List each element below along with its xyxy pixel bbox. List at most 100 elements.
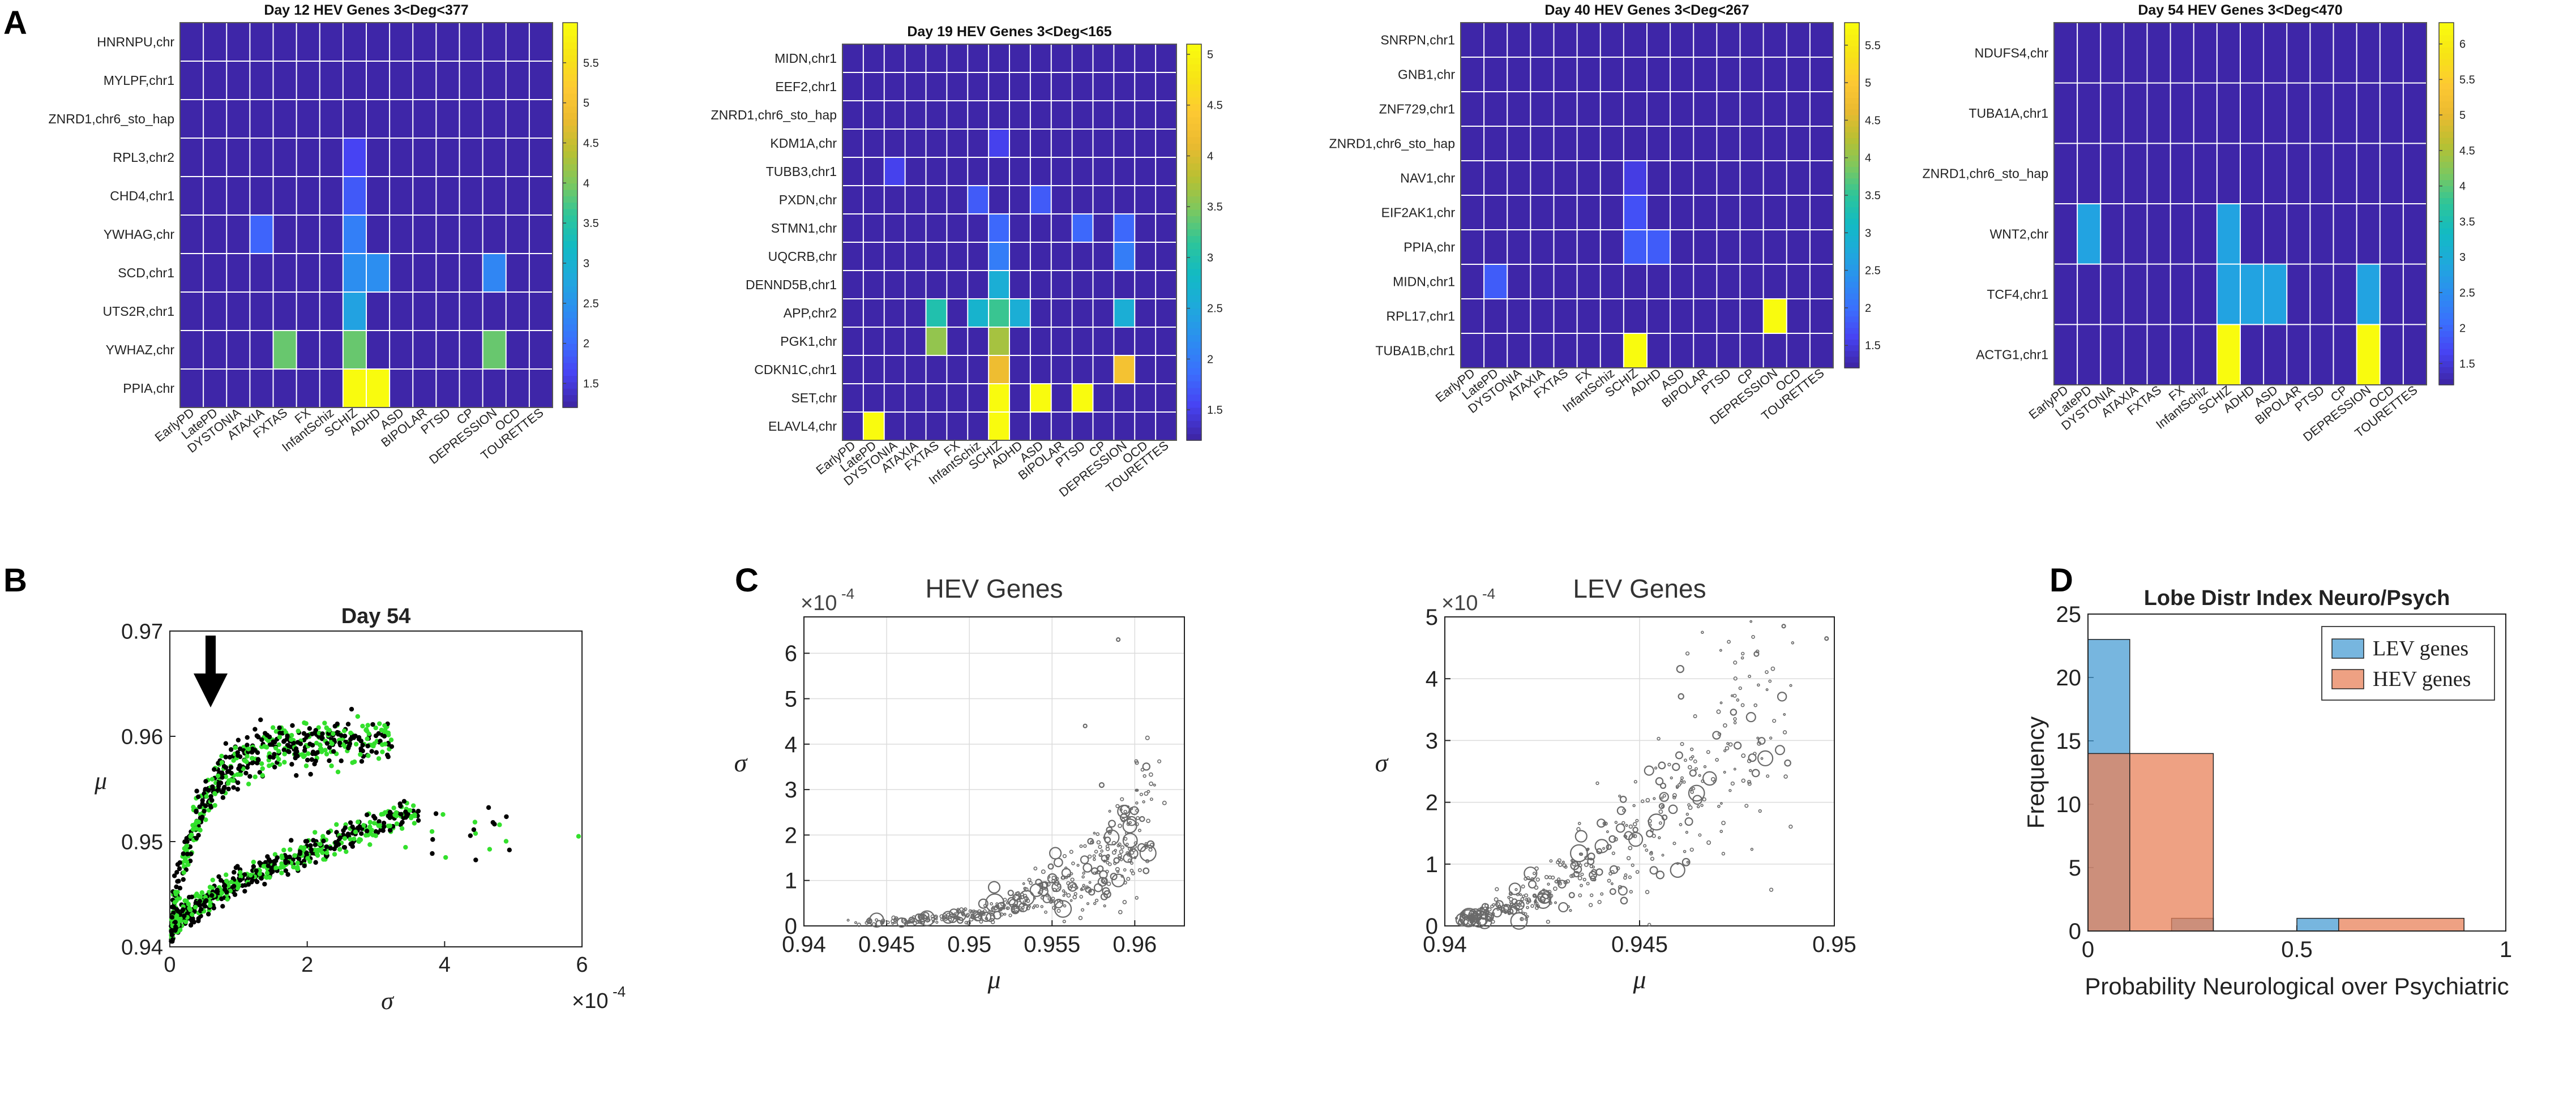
heatmap-border — [1460, 22, 1834, 368]
colorbar-segment — [2439, 372, 2454, 380]
y-exponent: ×10 — [801, 591, 837, 615]
scatter-point — [1716, 709, 1721, 714]
scatter-point — [943, 915, 947, 920]
scatter-point — [1772, 719, 1777, 723]
heatmap-cell — [1484, 264, 1508, 299]
scatter-point — [1129, 850, 1135, 855]
scatter-point — [1632, 804, 1636, 808]
scatter-point — [1628, 832, 1644, 847]
colorbar-segment — [1187, 255, 1201, 263]
colorbar-tick-label: 3 — [2459, 251, 2466, 264]
scatter-point — [216, 787, 221, 792]
scatter-point — [308, 771, 313, 777]
gene-label: PPIA,chr — [1403, 240, 1455, 255]
scatter-point — [264, 745, 269, 750]
scatter-point — [246, 747, 251, 752]
scatter-point — [1582, 878, 1586, 882]
scatter-point — [1698, 833, 1702, 837]
heatmap-title: Day 54 HEV Genes 3<Deg<470 — [2138, 2, 2342, 18]
y-exponent-power: -4 — [1482, 585, 1495, 602]
heatmap-cell — [989, 299, 1009, 327]
colorbar-segment — [563, 170, 577, 177]
gene-label: WNT2,chr — [1990, 226, 2049, 241]
scatter-point — [935, 917, 938, 921]
colorbar-segment — [1845, 333, 1859, 340]
scatter-point — [1134, 759, 1139, 763]
histogram-xlabel: Probability Neurological over Psychiatri… — [2085, 973, 2509, 999]
colorbar-segment — [2439, 179, 2454, 186]
scatter-point — [1051, 876, 1056, 881]
scatter-point — [184, 859, 190, 865]
scatter-point — [403, 809, 408, 814]
scatter-point — [359, 759, 365, 764]
scatter-point — [331, 731, 336, 736]
heatmap-cell — [273, 331, 297, 369]
y-tick-label: 4 — [785, 732, 797, 757]
scatter-point — [286, 743, 291, 748]
scatter-point — [203, 898, 209, 903]
scatter-point — [228, 747, 234, 752]
scatter-point — [1645, 890, 1650, 894]
scatter-point — [1519, 893, 1522, 896]
scatter-point — [1041, 869, 1046, 874]
scatter-point — [1748, 769, 1752, 773]
scatter-point — [190, 822, 195, 828]
scatter-point — [1520, 897, 1525, 902]
scatter-point — [1690, 790, 1694, 794]
scatter-point — [358, 738, 363, 744]
colorbar-tick-label: 4 — [2459, 181, 2466, 193]
scatter-point — [970, 915, 975, 920]
colorbar-segment — [563, 177, 577, 184]
y-tick-label: 5 — [1426, 605, 1438, 630]
scatter-point — [225, 781, 231, 786]
scatter-point — [990, 917, 994, 921]
scatter-point — [215, 773, 221, 779]
scatter-point — [1719, 830, 1723, 833]
heatmap-1: Day 12 HEV Genes 3<Deg<377 HNRNPU,chr MYLP… — [49, 2, 599, 467]
scatter-point — [1757, 683, 1760, 687]
scatter-point — [403, 815, 408, 820]
scatter-point — [1689, 757, 1693, 761]
scatter-point — [1622, 808, 1627, 813]
scatter-point — [184, 843, 190, 848]
colorbar-segment — [2439, 125, 2454, 132]
y-tick-label: 0 — [2069, 919, 2081, 944]
scatter-point — [245, 754, 250, 759]
scatter-point — [1644, 765, 1654, 776]
colorbar-segment — [1187, 169, 1201, 177]
scatter-point — [1021, 906, 1025, 909]
colorbar-segment — [2439, 294, 2454, 301]
y-tick-label: 0.96 — [121, 725, 163, 749]
scatter-point — [1693, 759, 1697, 763]
legend-label: HEV genes — [2373, 667, 2471, 691]
scatter-point — [1765, 670, 1769, 674]
scatter-point — [1602, 847, 1606, 850]
scatter-point — [1681, 857, 1691, 866]
scatter-point — [1491, 912, 1495, 916]
scatter-point — [1082, 723, 1088, 728]
colorbar-segment — [1845, 293, 1859, 299]
scatter-point — [410, 803, 416, 808]
x-tick-label: 4 — [439, 953, 451, 977]
scatter-point — [353, 733, 358, 739]
scatter-point — [1572, 862, 1576, 866]
scatter-point — [199, 907, 204, 912]
scatter-point — [1069, 850, 1073, 854]
scatter-point — [1684, 758, 1687, 762]
scatter-point — [315, 853, 320, 858]
scatter-point — [1049, 847, 1062, 860]
panel-b-ylabel: μ — [94, 767, 107, 795]
scatter-point — [1100, 849, 1104, 853]
heatmap-cell — [884, 157, 905, 186]
scatter-point — [1062, 854, 1067, 859]
x-tick-label: 0.5 — [2281, 937, 2313, 962]
colorbar-segment — [1187, 354, 1201, 362]
scatter-point — [1157, 759, 1162, 763]
colorbar-segment — [1187, 90, 1201, 98]
colorbar-segment — [563, 247, 577, 254]
scatter-point — [1116, 637, 1121, 642]
panel-c-title: LEV Genes — [1573, 574, 1706, 603]
scatter-point — [1098, 844, 1102, 850]
colorbar-segment — [563, 273, 577, 280]
scatter-point — [398, 804, 403, 809]
